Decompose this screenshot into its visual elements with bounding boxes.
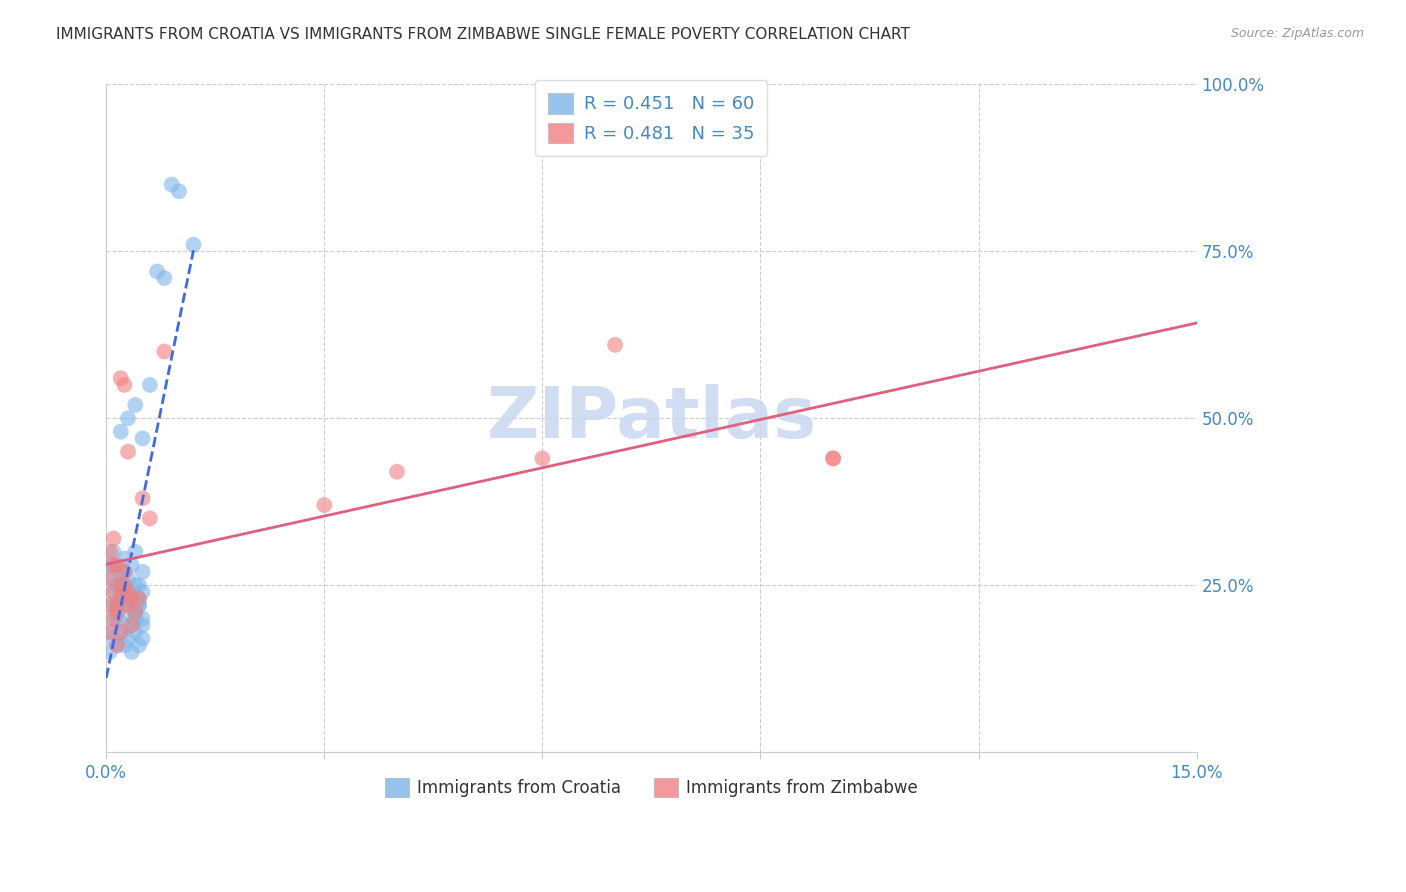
Point [105,638,128,652]
Point [103,558,125,573]
Point [112,618,135,632]
Point [105,599,128,613]
Point [131,565,153,579]
Point [112,565,135,579]
Point [98,624,121,639]
Point [117,605,139,619]
Point [124,612,146,626]
Point [110,585,132,599]
Point [103,632,125,646]
Point [531,451,554,466]
Point [131,491,153,506]
Point [105,638,128,652]
Point [105,578,128,592]
Point [110,624,132,639]
Point [139,378,162,392]
Point [121,645,143,659]
Point [98,545,121,559]
Point [110,591,132,606]
Point [103,612,125,626]
Point [153,271,176,285]
Point [98,572,121,586]
Point [124,578,146,592]
Point [103,585,125,599]
Point [124,605,146,619]
Point [128,578,150,592]
Point [385,465,408,479]
Point [105,612,128,626]
Point [98,558,121,573]
Point [103,612,125,626]
Point [823,451,845,466]
Point [112,578,135,592]
Point [128,591,150,606]
Point [98,599,121,613]
Point [105,599,128,613]
Point [124,545,146,559]
Point [167,184,190,198]
Point [98,624,121,639]
Text: IMMIGRANTS FROM CROATIA VS IMMIGRANTS FROM ZIMBABWE SINGLE FEMALE POVERTY CORREL: IMMIGRANTS FROM CROATIA VS IMMIGRANTS FR… [56,27,910,42]
Point [146,264,169,278]
Point [131,431,153,445]
Point [105,599,128,613]
Point [110,578,132,592]
Point [112,551,135,566]
Point [110,591,132,606]
Point [110,624,132,639]
Text: Source: ZipAtlas.com: Source: ZipAtlas.com [1230,27,1364,40]
Point [112,578,135,592]
Point [117,599,139,613]
Point [117,599,139,613]
Point [112,565,135,579]
Point [121,618,143,632]
Point [160,178,183,192]
Point [124,398,146,412]
Point [121,591,143,606]
Point [110,425,132,439]
Point [112,638,135,652]
Point [131,632,153,646]
Point [153,344,176,359]
Point [121,618,143,632]
Point [105,605,128,619]
Point [98,572,121,586]
Point [139,511,162,525]
Point [117,585,139,599]
Point [110,578,132,592]
Point [121,558,143,573]
Point [124,605,146,619]
Point [183,237,205,252]
Point [117,411,139,425]
Point [117,572,139,586]
Point [823,451,845,466]
Point [131,585,153,599]
Point [103,532,125,546]
Point [105,558,128,573]
Point [103,545,125,559]
Point [131,612,153,626]
Point [112,378,135,392]
Point [117,444,139,458]
Point [314,498,336,512]
Point [131,618,153,632]
Point [128,638,150,652]
Point [128,599,150,613]
Point [128,591,150,606]
Point [603,338,626,352]
Point [98,599,121,613]
Text: ZIPatlas: ZIPatlas [486,384,817,453]
Point [103,585,125,599]
Legend: Immigrants from Croatia, Immigrants from Zimbabwe: Immigrants from Croatia, Immigrants from… [378,772,924,804]
Point [121,591,143,606]
Point [124,624,146,639]
Point [103,558,125,573]
Point [98,645,121,659]
Point [110,565,132,579]
Point [117,632,139,646]
Point [121,591,143,606]
Point [128,599,150,613]
Point [117,585,139,599]
Point [110,371,132,385]
